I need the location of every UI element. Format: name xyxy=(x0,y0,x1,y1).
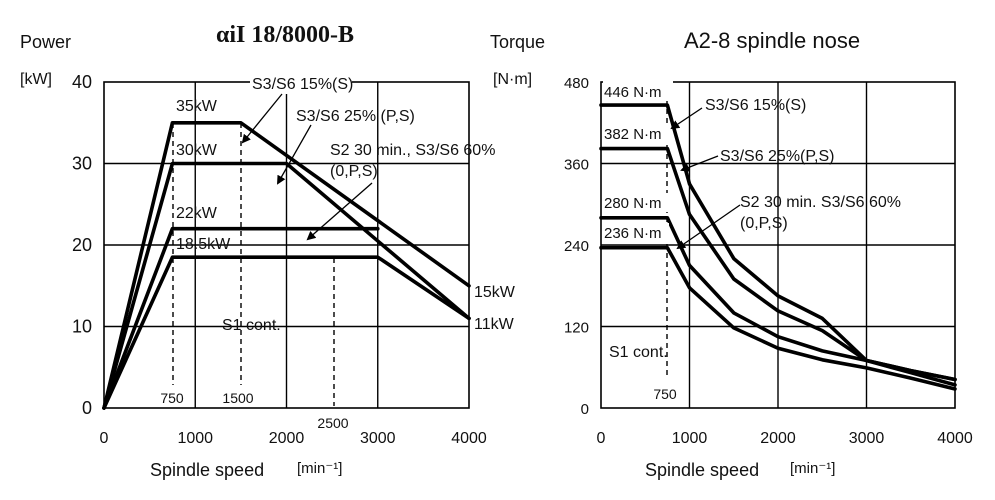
torque-x-axis-title: Spindle speed xyxy=(645,460,759,480)
power-marker-750: 750 xyxy=(160,390,184,406)
power-value-11kw: 11kW xyxy=(474,316,515,333)
power-axis-name: Power xyxy=(20,32,71,52)
torque-y-tick-label: 480 xyxy=(564,75,589,92)
power-annotation-bg xyxy=(250,72,352,94)
power-annotation-s3-15: S3/S6 15%(S) xyxy=(252,76,353,93)
torque-y-ticks: 0 120 240 360 480 xyxy=(564,75,589,418)
torque-x-tick-label: 1000 xyxy=(672,430,708,447)
power-y-tick-label: 10 xyxy=(72,317,92,337)
torque-y-tick-label: 0 xyxy=(581,401,589,418)
power-series-s1-cont xyxy=(102,255,471,410)
torque-plot-frame xyxy=(600,81,956,409)
power-y-tick-label: 20 xyxy=(72,235,92,255)
power-series-s2-60 xyxy=(102,226,380,410)
power-value-15kw: 15kW xyxy=(474,284,516,301)
power-y-tick-label: 0 xyxy=(82,398,92,418)
power-leader-s3-25 xyxy=(277,124,312,185)
torque-x-tick-label: 4000 xyxy=(937,430,973,447)
torque-marker-750: 750 xyxy=(653,386,677,402)
torque-label-bg-280 xyxy=(603,193,669,212)
power-axis-unit: [kW] xyxy=(20,71,52,88)
power-x-tick-label: 4000 xyxy=(451,430,487,447)
torque-y-tick-label: 120 xyxy=(564,320,589,337)
power-value-35kw: 35kW xyxy=(176,98,218,115)
power-x-tick-label: 2000 xyxy=(269,430,305,447)
torque-annotation-s1: S1 cont. xyxy=(609,344,668,361)
torque-x-tick-label: 3000 xyxy=(849,430,885,447)
power-series-s3-25 xyxy=(102,161,471,410)
power-chart: αiI 18/8000-B Power [kW] 0 1000 2000 3000 40… xyxy=(20,22,516,480)
torque-x-tick-label: 2000 xyxy=(760,430,796,447)
power-x-axis-title: Spindle speed xyxy=(150,460,264,480)
power-leader-s2 xyxy=(306,182,373,241)
power-y-tick-label: 30 xyxy=(72,154,92,174)
torque-leader-s2 xyxy=(676,204,741,250)
torque-axis-unit: [N·m] xyxy=(493,71,532,88)
torque-x-ticks: 0 1000 2000 3000 4000 xyxy=(597,430,973,447)
torque-annotation-s2-line2: (0,P,S) xyxy=(740,215,788,232)
power-annotation-s2-line2: (0,P,S) xyxy=(330,163,378,180)
torque-series-s2-60 xyxy=(599,216,957,387)
power-x-tick-label: 0 xyxy=(100,430,109,447)
power-annotation-s1: S1 cont. xyxy=(222,317,281,334)
power-x-tick-label: 1000 xyxy=(177,430,213,447)
torque-chart-title: A2-8 spindle nose xyxy=(684,28,860,53)
torque-label-bg-382 xyxy=(603,124,669,143)
torque-value-382: 382 N·m xyxy=(604,126,662,143)
power-chart-title: αiI 18/8000-B xyxy=(216,22,354,48)
torque-series-s1-cont xyxy=(599,245,957,391)
torque-leader-s3-15 xyxy=(670,107,703,130)
torque-label-bg-236 xyxy=(603,223,669,242)
torque-grid xyxy=(601,82,955,408)
power-value-22kw: 22kW xyxy=(176,205,218,222)
power-x-tick-label: 3000 xyxy=(360,430,396,447)
torque-chart: A2-8 spindle nose Torque [N·m] 0 1000 2000… xyxy=(490,28,973,480)
power-annotation-s2-line1: S2 30 min., S3/S6 60% xyxy=(330,142,495,159)
power-annotation-s3-25: S3/S6 25% (P,S) xyxy=(296,108,415,125)
torque-leader-s3-25 xyxy=(680,155,719,172)
power-series-s3-15 xyxy=(102,121,471,410)
torque-y-tick-label: 360 xyxy=(564,157,589,174)
torque-value-446: 446 N·m xyxy=(604,84,662,101)
torque-y-tick-label: 240 xyxy=(564,238,589,255)
power-value-30kw: 30kW xyxy=(176,142,218,159)
power-x-ticks: 0 1000 2000 3000 4000 xyxy=(100,430,487,447)
power-value-18-5kw: 18.5kW xyxy=(176,236,231,253)
torque-annotation-s3-25: S3/S6 25%(P,S) xyxy=(720,148,834,165)
torque-label-bg-446 xyxy=(603,81,673,101)
power-marker-1500: 1500 xyxy=(222,390,253,406)
power-x-axis-unit: [min⁻¹] xyxy=(297,460,342,477)
torque-annotation-s2-line1: S2 30 min. S3/S6 60% xyxy=(740,194,901,211)
torque-annotation-s3-15: S3/S6 15%(S) xyxy=(705,97,806,114)
power-marker-2500: 2500 xyxy=(317,415,348,431)
torque-axis-name: Torque xyxy=(490,32,545,52)
torque-x-axis-unit: [min⁻¹] xyxy=(790,460,835,477)
torque-x-tick-label: 0 xyxy=(597,430,606,447)
power-y-ticks: 0 10 20 30 40 xyxy=(72,72,92,418)
torque-value-236: 236 N·m xyxy=(604,225,662,242)
power-y-tick-label: 40 xyxy=(72,72,92,92)
torque-value-280: 280 N·m xyxy=(604,195,662,212)
power-leader-s3-15 xyxy=(241,93,283,144)
